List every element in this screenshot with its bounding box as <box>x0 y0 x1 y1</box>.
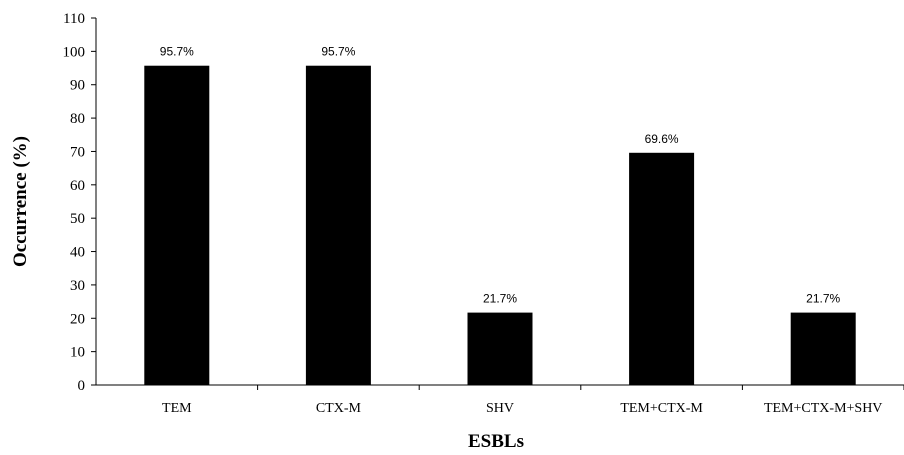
x-axis-category-labels: TEM CTX-M SHV TEM+CTX-M TEM+CTX-M+SHV <box>162 385 904 416</box>
y-tick-label: 50 <box>70 211 85 227</box>
y-tick-label: 110 <box>63 11 85 27</box>
bar-data-label: 95.7% <box>160 45 194 59</box>
y-axis-title: Occurrence (%) <box>10 136 31 267</box>
y-tick-label: 20 <box>70 311 85 327</box>
bar <box>467 312 533 385</box>
bars <box>144 65 856 386</box>
bar-data-label: 21.7% <box>483 292 517 306</box>
y-tick-label: 0 <box>78 378 86 394</box>
y-tick-label: 30 <box>70 278 85 294</box>
y-tick-label: 80 <box>70 111 85 127</box>
x-category-label: TEM+CTX-M <box>620 401 703 416</box>
y-tick-label: 70 <box>70 144 85 160</box>
x-category-label: SHV <box>486 401 514 416</box>
data-labels: 95.7% 95.7% 21.7% 69.6% 21.7% <box>160 45 841 306</box>
x-axis-title: ESBLs <box>468 431 524 452</box>
y-tick-label: 90 <box>70 78 85 94</box>
x-category-label: TEM <box>162 401 192 416</box>
bar-data-label: 95.7% <box>321 45 355 59</box>
bar-data-label: 69.6% <box>645 132 679 146</box>
bar <box>305 65 371 386</box>
bar <box>629 152 695 385</box>
y-tick-label: 60 <box>70 178 85 194</box>
y-tick-label: 10 <box>70 345 85 361</box>
bar <box>144 65 210 386</box>
bar <box>790 312 856 385</box>
x-category-label: CTX-M <box>316 401 362 416</box>
y-tick-label: 100 <box>63 44 86 60</box>
y-axis-ticks: 0 10 20 30 40 50 60 70 80 90 100 110 <box>63 11 96 394</box>
bar-data-label: 21.7% <box>806 292 840 306</box>
x-category-label: TEM+CTX-M+SHV <box>764 401 882 416</box>
y-tick-label: 40 <box>70 245 85 261</box>
